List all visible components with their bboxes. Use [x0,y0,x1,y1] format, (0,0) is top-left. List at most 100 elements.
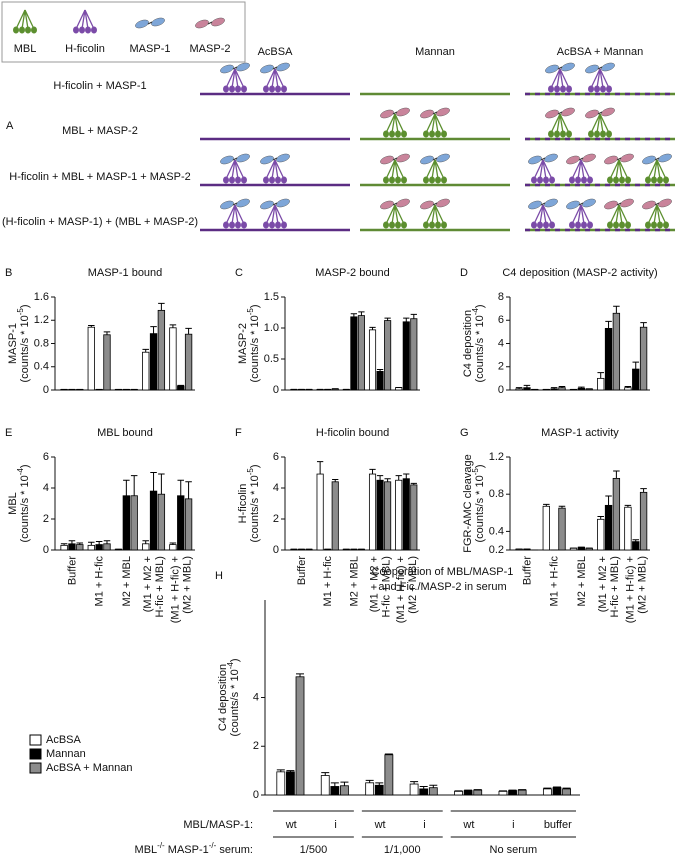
bar [184,333,193,391]
legend-label: AcBSA [46,734,82,746]
text-run: ) [19,304,31,308]
x-tick-label: (M1 + M2 + [142,556,154,612]
head [441,130,447,138]
mbl [645,204,669,229]
stalk [590,113,601,134]
head [554,130,560,138]
head [575,176,581,184]
mbl [607,159,631,184]
masp-1 [260,62,290,74]
stalk [265,68,276,89]
bar [149,490,158,551]
domain [380,109,394,119]
bar [542,788,552,796]
linker [654,202,660,206]
domain [436,153,450,163]
mbl [588,113,612,138]
stalk [231,68,236,89]
bar [410,318,418,391]
linker [272,157,278,161]
head [79,26,85,34]
bar [130,495,138,551]
error-bar [384,317,391,321]
y-tick-label: 6 [273,451,279,463]
head [548,85,554,93]
stalk [84,9,89,30]
head [435,130,441,138]
linker [232,66,238,70]
y-tick-label: 2 [43,513,49,525]
x-tick-label: (M2 + MBL) [407,556,419,614]
stalk [84,9,95,30]
domain [544,153,558,163]
error-bar [552,786,561,788]
stalk [391,159,396,180]
error-bar [316,461,324,475]
error-bar [605,495,612,506]
masp-2 [380,198,410,210]
error-bar [515,387,523,389]
head [531,176,537,184]
head [566,85,572,93]
masp-2 [604,198,634,210]
y-tick-label: 0 [273,384,279,396]
head [548,130,554,138]
chart-title: MASP-1 activity [541,427,619,439]
bar [612,312,621,391]
error-bar [624,504,632,508]
text-run: ) [19,464,31,468]
head [613,221,619,229]
head [543,221,549,229]
domain [211,17,225,27]
y-tick-label: 4 [253,691,259,703]
superscript: -5 [16,308,25,316]
bar [295,676,305,796]
stalk [274,159,285,180]
linker [232,157,238,161]
masp-2 [604,153,634,165]
y-axis-label: C4 deposition [217,664,229,731]
stalk [234,204,245,225]
stalk [647,204,658,225]
stalk [271,68,276,89]
bar [142,351,150,391]
stalk [653,204,658,225]
stalk [394,159,405,180]
error-bar [640,488,647,493]
error-bar [177,479,185,496]
row-label: (H-ficolin + MASP-1) + (MBL + MASP-2) [2,216,198,228]
head [600,130,606,138]
bar [517,789,527,796]
bar [639,491,648,551]
head [429,221,435,229]
error-bar [158,473,165,495]
domain [620,153,634,163]
stalk [225,68,236,89]
x-tick-label: Buffer [296,556,308,585]
head [645,176,651,184]
y-tick-label: 2 [253,740,259,752]
x-tick-label: wt [374,819,386,831]
head [657,176,663,184]
x-tick-label: M1 + H-fic [549,556,561,607]
bar [384,481,392,551]
y-tick-label: 0.8 [34,337,49,349]
bar [87,544,95,551]
stalk [539,159,544,180]
domain [582,198,596,208]
error-bar [558,386,566,388]
row-label: MBL + MASP-2 [62,125,138,137]
domain [396,198,410,208]
error-bar [632,361,640,370]
linker [654,157,660,161]
linker [616,202,622,206]
panel-letter: B [5,267,12,279]
domain [566,200,580,210]
stalk [274,68,285,89]
bar [632,541,640,551]
bar [395,479,403,551]
error-bar [68,540,76,544]
bar [523,387,531,391]
y-tick-label: 6 [498,314,504,326]
x-tick-label: M1 + H-fic [322,556,334,607]
